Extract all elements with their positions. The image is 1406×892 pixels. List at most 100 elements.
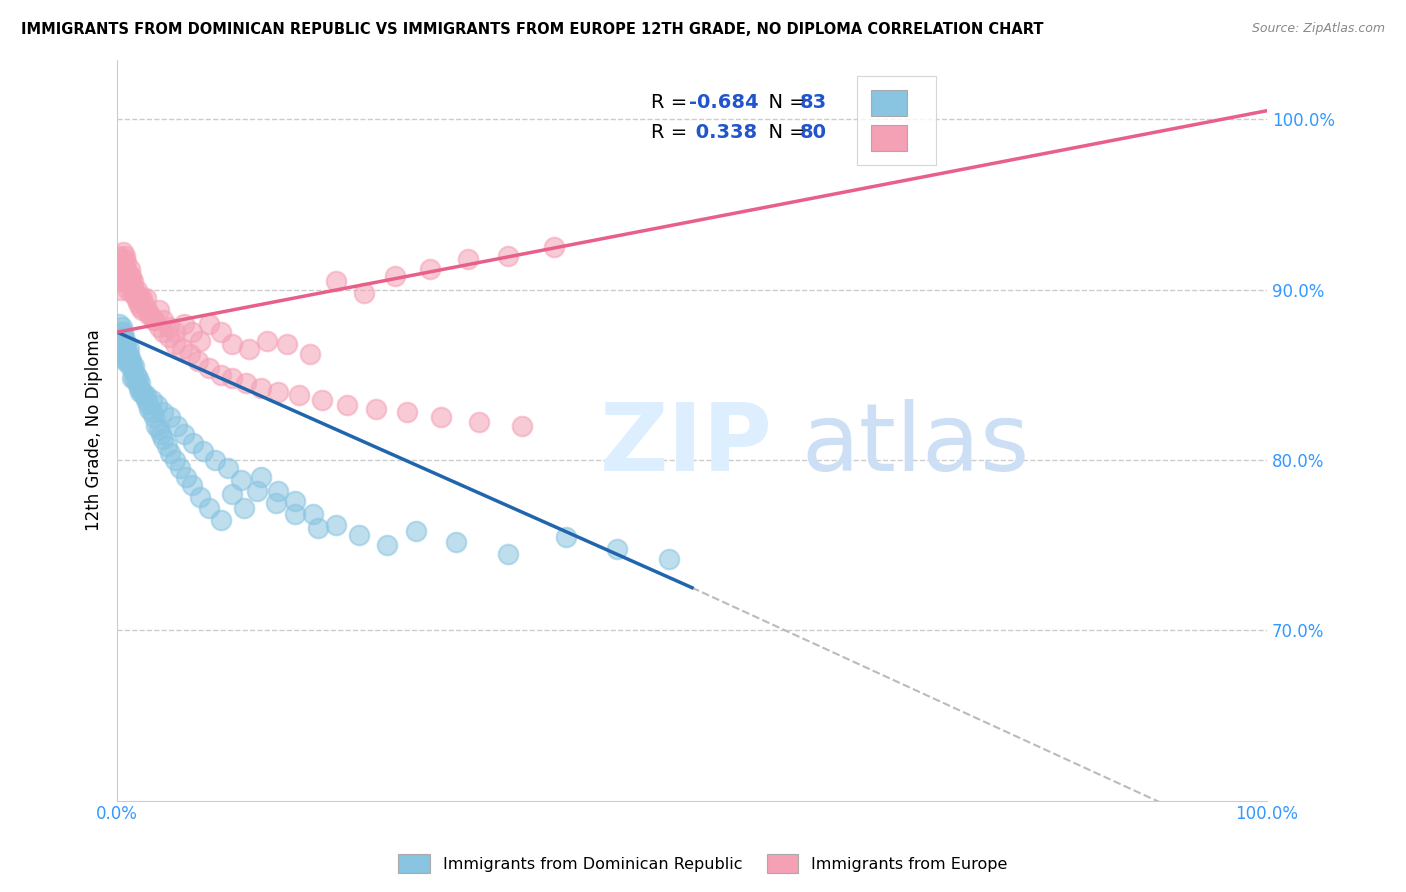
Point bbox=[446, 534, 468, 549]
Point bbox=[174, 470, 197, 484]
Point bbox=[430, 410, 453, 425]
Point bbox=[307, 521, 329, 535]
Point bbox=[232, 500, 254, 515]
Point bbox=[111, 320, 134, 334]
Point bbox=[111, 325, 134, 339]
Point bbox=[146, 398, 169, 412]
Point bbox=[115, 337, 138, 351]
Point bbox=[209, 325, 232, 339]
Point bbox=[221, 337, 243, 351]
Point bbox=[127, 371, 149, 385]
Point bbox=[554, 530, 576, 544]
Point bbox=[148, 303, 170, 318]
Point bbox=[128, 381, 150, 395]
Text: R =: R = bbox=[651, 122, 693, 142]
Point bbox=[198, 500, 221, 515]
Point bbox=[111, 274, 134, 288]
Point bbox=[114, 262, 136, 277]
Text: 80: 80 bbox=[800, 122, 827, 142]
Point bbox=[157, 320, 180, 334]
Text: atlas: atlas bbox=[801, 399, 1029, 491]
Point bbox=[127, 291, 149, 305]
Point bbox=[163, 453, 186, 467]
Point bbox=[125, 376, 148, 391]
Point bbox=[143, 410, 166, 425]
Point bbox=[114, 334, 136, 348]
Point bbox=[112, 252, 135, 266]
Point bbox=[122, 364, 145, 378]
Point bbox=[110, 266, 132, 280]
Point bbox=[118, 354, 141, 368]
Point bbox=[118, 359, 141, 374]
Point bbox=[110, 325, 132, 339]
Point bbox=[276, 337, 298, 351]
Point bbox=[159, 410, 181, 425]
Point bbox=[336, 398, 359, 412]
Point bbox=[112, 330, 135, 344]
Point bbox=[325, 274, 347, 288]
Point bbox=[138, 306, 160, 320]
Point bbox=[121, 359, 143, 374]
Point bbox=[122, 274, 145, 288]
Point bbox=[209, 512, 232, 526]
Point bbox=[111, 257, 134, 271]
Point bbox=[135, 300, 157, 314]
Point bbox=[231, 474, 253, 488]
Point bbox=[135, 388, 157, 402]
Point bbox=[204, 453, 226, 467]
Point bbox=[152, 433, 174, 447]
Point bbox=[117, 345, 139, 359]
Point bbox=[143, 313, 166, 327]
Point bbox=[658, 551, 681, 566]
Point bbox=[169, 461, 191, 475]
Point bbox=[129, 376, 152, 391]
Point bbox=[131, 291, 153, 305]
Point bbox=[114, 248, 136, 262]
Point bbox=[173, 317, 195, 331]
Point bbox=[111, 334, 134, 348]
Point bbox=[114, 342, 136, 356]
Point bbox=[256, 334, 278, 348]
Point bbox=[198, 360, 221, 375]
Point bbox=[170, 342, 193, 356]
Point bbox=[135, 291, 157, 305]
Point bbox=[111, 351, 134, 365]
Point bbox=[108, 317, 131, 331]
Point bbox=[377, 538, 399, 552]
Point bbox=[419, 262, 441, 277]
Point bbox=[111, 262, 134, 277]
Point bbox=[267, 384, 290, 399]
Point bbox=[111, 245, 134, 260]
Point bbox=[124, 283, 146, 297]
Point bbox=[148, 320, 170, 334]
Point bbox=[124, 283, 146, 297]
Point bbox=[110, 283, 132, 297]
Point bbox=[284, 508, 307, 522]
Point bbox=[284, 493, 307, 508]
Point bbox=[156, 439, 179, 453]
Point bbox=[141, 405, 163, 419]
Point bbox=[163, 337, 186, 351]
Text: 0.338: 0.338 bbox=[689, 122, 756, 142]
Point bbox=[187, 354, 209, 368]
Point bbox=[238, 342, 260, 356]
Point bbox=[364, 401, 387, 416]
Point bbox=[129, 300, 152, 314]
Legend: , : , bbox=[856, 76, 936, 165]
Point bbox=[159, 446, 181, 460]
Legend: Immigrants from Dominican Republic, Immigrants from Europe: Immigrants from Dominican Republic, Immi… bbox=[392, 847, 1014, 880]
Point bbox=[124, 371, 146, 385]
Point bbox=[347, 528, 370, 542]
Point bbox=[124, 368, 146, 382]
Point bbox=[117, 266, 139, 280]
Point bbox=[110, 334, 132, 348]
Point bbox=[143, 313, 166, 327]
Point bbox=[246, 483, 269, 498]
Point bbox=[120, 274, 142, 288]
Point bbox=[606, 541, 628, 556]
Point bbox=[124, 359, 146, 374]
Point bbox=[181, 436, 204, 450]
Point bbox=[148, 422, 170, 436]
Point bbox=[118, 277, 141, 292]
Point bbox=[124, 291, 146, 305]
